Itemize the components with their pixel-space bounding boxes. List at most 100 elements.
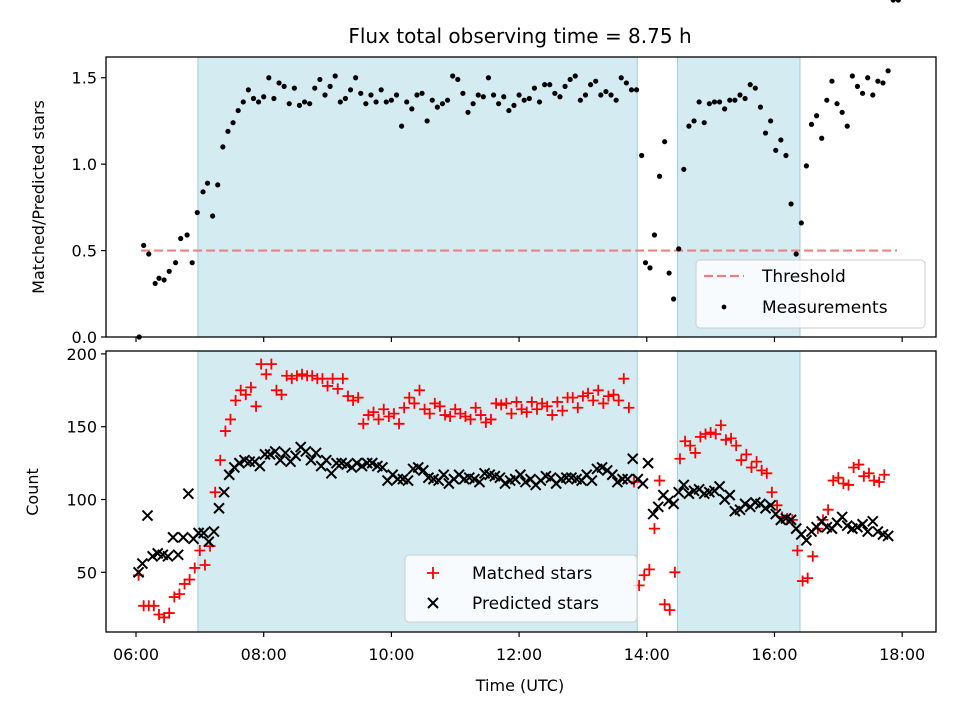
predicted-star-point — [621, 473, 634, 485]
measurement-point — [773, 147, 779, 153]
matched-star-point — [858, 470, 870, 482]
matched-star-point — [843, 479, 855, 491]
measurement-point — [230, 120, 236, 126]
predicted-star-point — [182, 487, 195, 500]
matched-star-point — [209, 486, 221, 498]
matched-star-point — [868, 475, 880, 487]
measurement-point — [552, 90, 558, 96]
measurement-point — [250, 95, 257, 102]
measurement-point — [531, 85, 538, 91]
measurement-point — [240, 99, 246, 105]
x-tick-label: 12:00 — [496, 645, 542, 664]
measurement-point — [347, 87, 354, 93]
predicted-star-point — [320, 454, 332, 466]
measurement-point — [450, 73, 456, 79]
measurement-point — [542, 82, 548, 88]
measurement-point — [424, 118, 430, 124]
predicted-star-point — [141, 509, 154, 522]
predicted-star-point — [310, 447, 322, 459]
predicted-star-point — [652, 501, 664, 513]
matched-star-point — [807, 550, 819, 562]
matched-star-point — [439, 409, 451, 421]
measurement-point — [368, 92, 374, 98]
measurement-point — [296, 102, 303, 108]
x-tick-label: 06:00 — [113, 645, 159, 664]
matched-star-point — [725, 432, 737, 444]
matched-star-point — [398, 402, 410, 414]
measurement-point — [444, 97, 451, 103]
matched-star-point — [531, 403, 543, 415]
measurement-point — [865, 75, 871, 81]
measurement-point — [875, 78, 881, 84]
measurement-point — [633, 87, 640, 93]
measurement-point — [501, 94, 507, 100]
measurement-point — [409, 106, 415, 112]
count-y-ticks: 50 100 150 200 — [66, 345, 106, 582]
measurement-point — [301, 99, 308, 105]
measurement-point — [172, 260, 179, 266]
measurement-point — [788, 201, 794, 207]
measurement-point — [895, 0, 901, 3]
measurement-point — [291, 85, 297, 91]
predicted-star-point — [203, 536, 215, 548]
measurement-point — [557, 94, 563, 100]
matched-star-point — [240, 389, 252, 401]
measurement-point — [429, 97, 435, 103]
measurement-point — [870, 92, 876, 98]
matched-star-point — [740, 448, 752, 460]
measurement-point — [587, 82, 594, 88]
matched-star-point — [511, 396, 523, 408]
measurement-point — [383, 99, 389, 105]
ratio-y-axis-label: Matched/Predicted stars — [29, 100, 48, 294]
matched-star-point — [225, 413, 236, 425]
legend-predicted-label: Predicted stars — [472, 594, 599, 614]
measurement-point — [829, 78, 835, 84]
predicted-star-point — [867, 515, 879, 528]
matched-star-point — [837, 477, 849, 489]
predicted-star-point — [132, 566, 145, 579]
matched-star-point — [199, 559, 211, 571]
measurement-point — [460, 90, 466, 96]
measurement-point — [276, 80, 282, 86]
measurement-point — [266, 75, 272, 81]
measurement-point — [839, 109, 845, 115]
matched-star-point — [618, 373, 630, 385]
measurement-point — [582, 92, 589, 98]
predicted-star-point — [136, 557, 149, 570]
predicted-star-point — [560, 471, 573, 484]
legend-threshold-label: Threshold — [761, 267, 846, 287]
matched-star-point — [378, 403, 390, 415]
measurement-point — [419, 90, 425, 96]
measurement-point — [358, 90, 364, 96]
measurement-point — [647, 265, 653, 271]
matched-star-point — [648, 523, 660, 535]
matched-star-point — [337, 373, 349, 385]
count-legend: Matched stars Predicted stars — [404, 554, 638, 623]
measurement-point — [439, 101, 446, 107]
predicted-star-point — [637, 477, 649, 490]
matched-stars-points — [133, 359, 890, 623]
measurement-point — [414, 92, 420, 98]
matched-star-point — [735, 454, 747, 466]
measurement-point — [670, 296, 677, 302]
measurement-point — [480, 94, 486, 100]
predicted-star-point — [606, 469, 619, 481]
predicted-star-point — [162, 550, 174, 562]
measurement-point — [353, 75, 359, 81]
ratio-y-ticks: 0.0 0.5 1.0 1.5 — [72, 69, 106, 347]
predicted-stars-points — [132, 442, 894, 579]
predicted-star-point — [208, 525, 220, 538]
predicted-star-point — [402, 474, 414, 487]
measurement-point — [849, 73, 855, 79]
measurement-point — [716, 99, 723, 105]
matched-star-point — [194, 544, 206, 556]
matched-star-point — [168, 591, 180, 603]
matched-star-point — [766, 486, 778, 498]
measurement-point — [768, 118, 774, 124]
measurement-point — [399, 123, 405, 129]
predicted-star-point — [836, 511, 848, 523]
matched-star-point — [659, 598, 671, 610]
matched-star-point — [638, 569, 650, 581]
measurement-point — [327, 83, 333, 89]
matched-star-point — [327, 373, 339, 385]
